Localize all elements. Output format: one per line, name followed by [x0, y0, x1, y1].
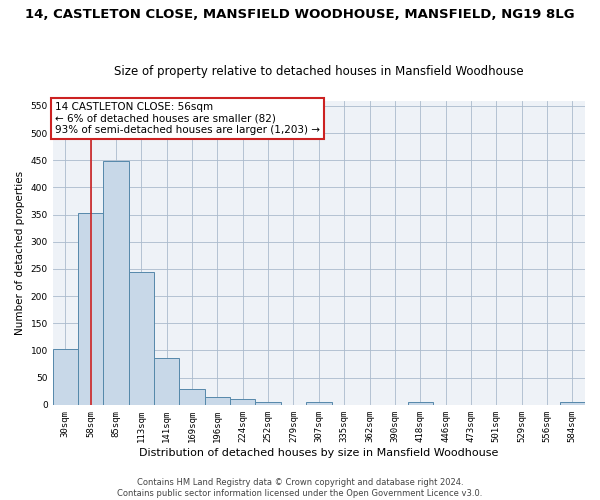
Bar — [407, 402, 433, 405]
Bar — [154, 358, 179, 405]
Bar — [78, 213, 103, 405]
Bar — [53, 349, 78, 405]
Title: Size of property relative to detached houses in Mansfield Woodhouse: Size of property relative to detached ho… — [114, 66, 524, 78]
Bar — [560, 402, 585, 405]
Text: 14, CASTLETON CLOSE, MANSFIELD WOODHOUSE, MANSFIELD, NG19 8LG: 14, CASTLETON CLOSE, MANSFIELD WOODHOUSE… — [25, 8, 575, 20]
Bar — [256, 402, 281, 405]
Bar — [230, 400, 256, 405]
Bar — [205, 397, 230, 405]
X-axis label: Distribution of detached houses by size in Mansfield Woodhouse: Distribution of detached houses by size … — [139, 448, 499, 458]
Y-axis label: Number of detached properties: Number of detached properties — [15, 170, 25, 334]
Bar — [306, 402, 332, 405]
Bar — [179, 388, 205, 405]
Text: Contains HM Land Registry data © Crown copyright and database right 2024.
Contai: Contains HM Land Registry data © Crown c… — [118, 478, 482, 498]
Bar — [103, 162, 129, 405]
Text: 14 CASTLETON CLOSE: 56sqm
← 6% of detached houses are smaller (82)
93% of semi-d: 14 CASTLETON CLOSE: 56sqm ← 6% of detach… — [55, 102, 320, 135]
Bar — [129, 272, 154, 405]
